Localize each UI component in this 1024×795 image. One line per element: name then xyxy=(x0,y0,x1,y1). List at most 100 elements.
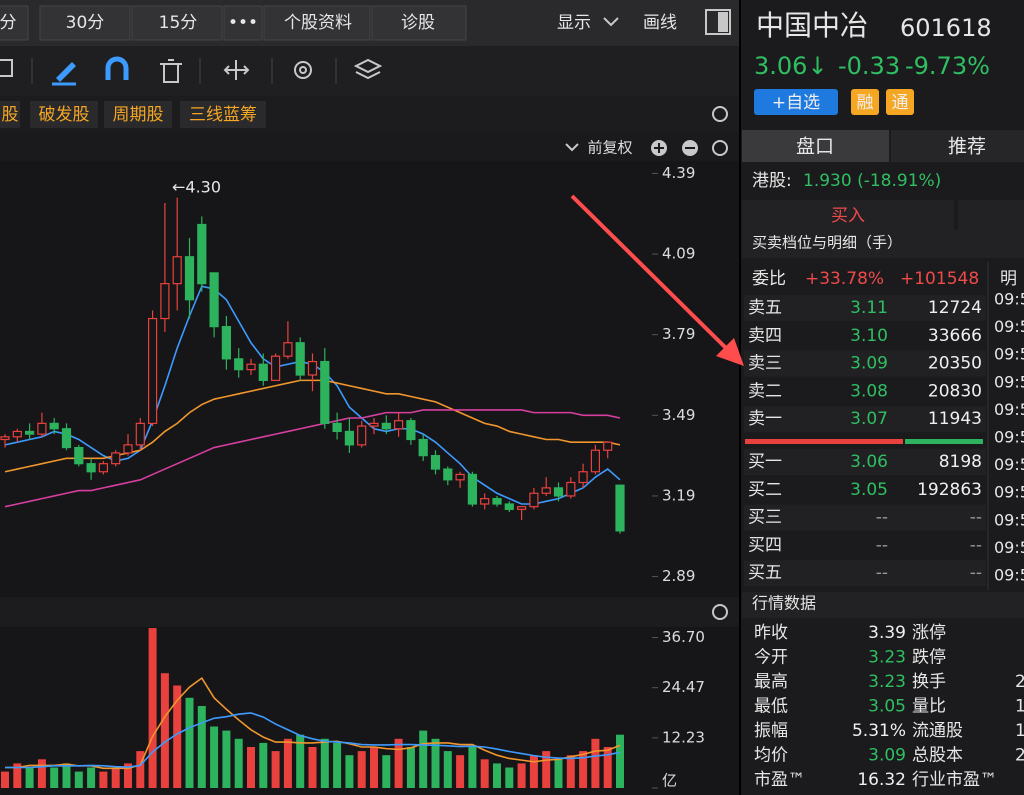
tag[interactable] xyxy=(180,101,266,128)
ratio-diff: +101548 xyxy=(900,269,979,289)
tab-button[interactable] xyxy=(39,5,131,41)
candle-body xyxy=(98,463,109,473)
badge-label: 通 xyxy=(892,93,909,113)
volume-bar xyxy=(443,751,452,788)
level-price: 3.07 xyxy=(850,409,888,429)
quote-label: 昨收 xyxy=(754,623,788,643)
level-price: -- xyxy=(876,508,888,528)
candle-body xyxy=(135,422,145,446)
tag-label[interactable]: 周期股 xyxy=(113,105,164,125)
change: -0.33 xyxy=(838,52,900,80)
tab-label[interactable]: 分 xyxy=(0,13,17,33)
tag-label[interactable]: 股 xyxy=(2,105,19,125)
level-volume: 8198 xyxy=(939,452,982,472)
tab-label[interactable]: 30分 xyxy=(66,13,105,33)
candle-body xyxy=(541,487,551,494)
candle-body xyxy=(553,487,564,497)
buy-tab[interactable] xyxy=(742,200,954,230)
tab-button[interactable] xyxy=(371,5,467,41)
level-label: 买一 xyxy=(748,452,782,472)
volume-bar xyxy=(603,747,612,788)
volume-bar xyxy=(283,738,292,788)
level-volume: -- xyxy=(970,508,982,528)
volume-bar xyxy=(13,763,22,788)
volume-bar xyxy=(406,747,415,788)
tab-button[interactable] xyxy=(0,5,29,41)
book-row xyxy=(744,322,986,349)
toolbar-icons[interactable] xyxy=(0,56,383,86)
candle-body xyxy=(74,446,84,465)
quote-label: 行业市盈™ xyxy=(912,770,997,790)
candle-body xyxy=(320,360,330,424)
candle-body xyxy=(566,481,576,497)
level-label: 卖四 xyxy=(748,326,782,346)
volume-bar xyxy=(62,763,71,788)
tag[interactable] xyxy=(30,101,98,128)
volume-bar xyxy=(136,751,145,788)
level-label: 卖五 xyxy=(748,298,782,318)
y-tick-label: 3.19 xyxy=(662,486,695,504)
tab-label[interactable]: 推荐 xyxy=(948,136,986,158)
tag[interactable] xyxy=(0,101,20,128)
tab-button[interactable] xyxy=(223,5,263,41)
buy-tab-label[interactable]: 买入 xyxy=(831,206,865,226)
tab[interactable] xyxy=(958,200,1024,230)
tag-label[interactable]: 破发股 xyxy=(39,105,90,125)
tab-button[interactable] xyxy=(131,5,223,41)
trade-time: 09:5 xyxy=(994,400,1024,419)
candle-body xyxy=(234,358,244,371)
display-button[interactable]: 显示 xyxy=(557,13,591,33)
tab-label[interactable]: ••• xyxy=(228,13,258,33)
tab-label[interactable]: 盘口 xyxy=(796,136,834,158)
book-row xyxy=(744,532,986,559)
tab-label[interactable]: 15分 xyxy=(159,13,198,33)
tab-button[interactable] xyxy=(263,5,371,41)
trade-time: 09:5 xyxy=(994,290,1024,309)
volume-bar xyxy=(566,755,575,788)
tab-active[interactable] xyxy=(742,130,889,162)
draw-button[interactable]: 画线 xyxy=(643,13,677,33)
volume-bar xyxy=(37,759,46,788)
level-label: 买三 xyxy=(748,508,782,528)
quote-label: 量比 xyxy=(912,697,946,717)
volume-bar xyxy=(616,734,624,788)
candle-body xyxy=(86,463,96,473)
sell-strength xyxy=(745,439,903,444)
candle-body xyxy=(467,473,477,505)
watch-label[interactable]: +自选 xyxy=(772,93,820,113)
quote-label: 振幅 xyxy=(754,721,788,741)
volume-bar xyxy=(296,734,305,788)
volume-bar xyxy=(99,771,108,788)
level-price: -- xyxy=(876,563,888,583)
candle-body xyxy=(295,342,305,376)
hk-label: 港股: xyxy=(752,171,792,191)
quote-value: 3.23 xyxy=(868,672,906,692)
tab[interactable] xyxy=(891,130,1024,162)
volume-bar xyxy=(87,767,96,788)
volume-bar xyxy=(529,755,538,788)
quote-value: 3.05 xyxy=(868,697,906,717)
y-tick-label: 4.09 xyxy=(662,245,695,263)
candle-body xyxy=(49,422,59,430)
level-label: 买四 xyxy=(748,535,782,555)
trade-time: 09:5 xyxy=(994,483,1024,502)
volume-bar xyxy=(419,730,428,788)
tab-label[interactable]: 诊股 xyxy=(401,13,435,33)
book-row xyxy=(744,350,986,377)
level-price: -- xyxy=(876,535,888,555)
book-row xyxy=(744,504,986,531)
watch-button[interactable] xyxy=(754,89,838,115)
trade-time: 09:5 xyxy=(994,428,1024,447)
volume-bar xyxy=(247,747,255,788)
level-volume: 192863 xyxy=(917,480,982,500)
candle-body xyxy=(0,436,10,441)
tag[interactable] xyxy=(104,101,172,128)
settings-icons[interactable] xyxy=(565,9,731,620)
candle-body xyxy=(37,422,47,435)
tab-label[interactable]: 个股资料 xyxy=(284,13,352,33)
volume-bar xyxy=(468,747,477,788)
book-row xyxy=(744,560,986,587)
quote-title: 行情数据 xyxy=(752,594,816,613)
tag-label[interactable]: 三线蓝筹 xyxy=(189,105,257,125)
adjust-mode[interactable]: 前复权 xyxy=(587,139,632,157)
